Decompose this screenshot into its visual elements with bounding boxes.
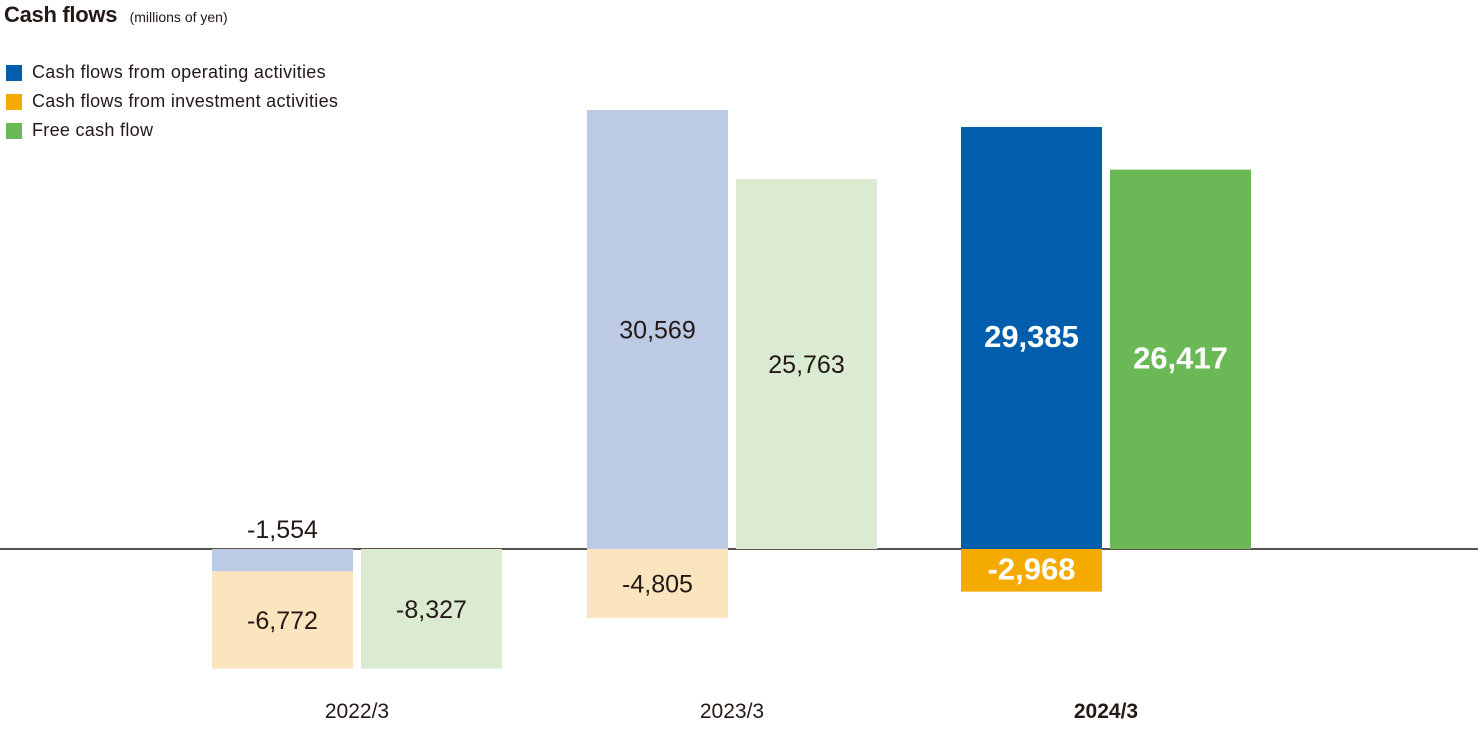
- legend: Cash flows from operating activities Cas…: [6, 58, 338, 145]
- legend-label-investment: Cash flows from investment activities: [32, 91, 339, 111]
- legend-item-operating: Cash flows from operating activities: [6, 58, 338, 87]
- bar-free-cash-flow-2023-3: [736, 179, 877, 549]
- chart-subtitle: (millions of yen): [129, 9, 228, 25]
- legend-item-free-cash-flow: Free cash flow: [6, 116, 338, 145]
- bar-free-cash-flow-2022-3: [361, 549, 502, 669]
- bar-cash-flows-from-operating-activities-2024-3: [961, 127, 1102, 550]
- data-label-cash-flows-from-operating-activities-2022-3: -1,554: [247, 516, 318, 544]
- data-label-cash-flows-from-operating-activities-2024-3: 29,385: [984, 319, 1079, 354]
- data-label-cash-flows-from-investment-activities-2022-3: -6,772: [247, 607, 318, 635]
- data-label-free-cash-flow-2023-3: 25,763: [768, 351, 844, 379]
- legend-swatch-operating: [6, 64, 22, 81]
- bar-cash-flows-from-operating-activities-2023-3: [587, 110, 728, 549]
- bar-cash-flows-from-investment-activities-2024-3: [961, 549, 1102, 592]
- bar-cash-flows-from-investment-activities-2023-3: [587, 549, 728, 619]
- title-block: Cash flows (millions of yen): [4, 2, 228, 28]
- data-label-free-cash-flow-2022-3: -8,327: [396, 596, 467, 624]
- category-label-2022-3: 2022/3: [325, 700, 389, 723]
- legend-swatch-free-cash-flow: [6, 122, 22, 139]
- legend-label-free-cash-flow: Free cash flow: [32, 120, 154, 140]
- category-label-2024-3: 2024/3: [1074, 700, 1138, 723]
- data-label-free-cash-flow-2024-3: 26,417: [1133, 340, 1228, 375]
- chart-title: Cash flows: [4, 2, 118, 27]
- bar-free-cash-flow-2024-3: [1110, 169, 1251, 549]
- data-label-cash-flows-from-investment-activities-2023-3: -4,805: [622, 571, 693, 599]
- bar-cash-flows-from-operating-activities-2022-3: [212, 549, 353, 572]
- legend-item-investment: Cash flows from investment activities: [6, 87, 338, 116]
- legend-swatch-investment: [6, 93, 22, 110]
- data-label-cash-flows-from-operating-activities-2023-3: 30,569: [619, 317, 695, 345]
- data-label-cash-flows-from-investment-activities-2024-3: -2,968: [988, 551, 1076, 586]
- legend-label-operating: Cash flows from operating activities: [32, 62, 326, 82]
- bar-cash-flows-from-investment-activities-2022-3: [212, 571, 353, 669]
- category-label-2023-3: 2023/3: [700, 700, 764, 723]
